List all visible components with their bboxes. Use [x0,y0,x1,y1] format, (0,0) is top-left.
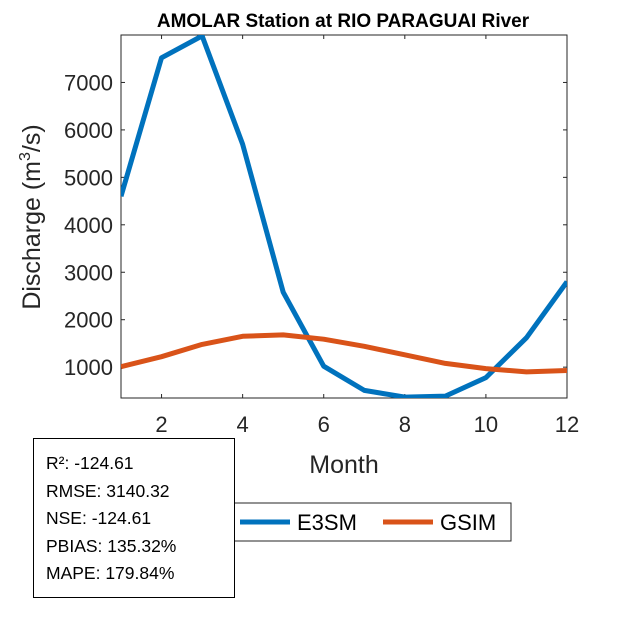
x-axis-label: Month [309,451,378,479]
y-axis-label-superscript: 3 [17,152,34,161]
x-tick-label: 6 [318,412,330,437]
y-axis-label: Discharge (m3/s) [17,124,46,309]
y-tick-label: 1000 [64,355,113,380]
y-tick-label: 3000 [64,260,113,285]
y-tick-label: 7000 [64,70,113,95]
series-line-gsim [121,332,567,375]
stat-mape: MAPE: 179.84% [46,563,175,583]
x-tick-label: 8 [399,412,411,437]
x-tick-label: 10 [474,412,498,437]
x-tick-label: 2 [155,412,167,437]
series-lines [121,35,567,398]
y-axis-label-tail: /s) [18,124,46,152]
y-tick-label: 6000 [64,118,113,143]
chart-title: AMOLAR Station at RIO PARAGUAI River [157,11,530,32]
x-tick-label: 4 [237,412,249,437]
stats-box: R²: -124.61 RMSE: 3140.32 NSE: -124.61 P… [33,438,235,598]
legend: E3SM GSIM [232,502,512,542]
y-axis-ticks: 1000 2000 3000 4000 5000 6000 7000 [64,70,567,380]
x-axis-ticks: 2 4 6 8 10 12 [155,35,579,437]
legend-label-gsim: GSIM [440,510,496,535]
stat-rmse: RMSE: 3140.32 [46,480,170,501]
stat-pbias: PBIAS: 135.32% [46,535,177,556]
y-tick-label: 2000 [64,308,113,333]
stat-r2: R²: -124.61 [46,453,134,473]
legend-label-e3sm: E3SM [297,510,357,535]
stat-nse: NSE: -124.61 [46,508,152,528]
y-tick-label: 5000 [64,165,113,190]
x-tick-label: 12 [555,412,579,437]
plot-area [120,34,568,399]
y-axis-label-base: Discharge (m [18,161,46,310]
y-tick-label: 4000 [64,213,113,238]
